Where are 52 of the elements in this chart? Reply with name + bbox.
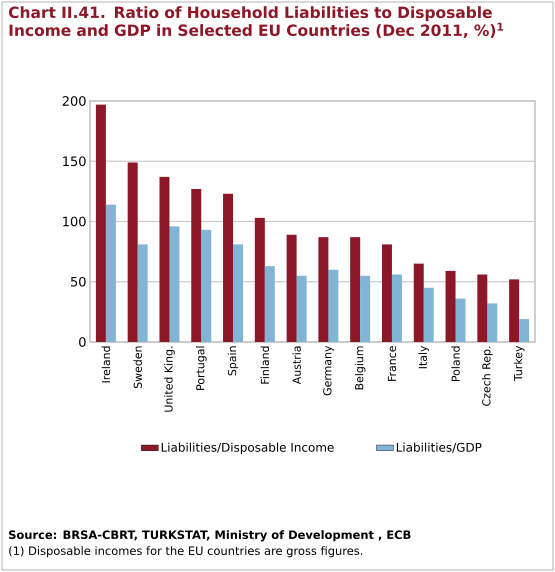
bar [264, 266, 275, 342]
bar [424, 288, 434, 342]
bar [254, 218, 265, 342]
x-tick-label: Poland [451, 346, 460, 382]
bar [138, 244, 148, 342]
text: Source: BRSA-CBRT, TURKSTAT, Ministry of Development , ECB [9, 530, 410, 542]
bar [223, 194, 234, 342]
text: (1) Disposable incomes for the EU countries are gross figures. [9, 546, 362, 558]
bar [191, 188, 202, 342]
x-tick-label: Czech Rep. [482, 346, 493, 406]
y-tick-label: 0 [79, 337, 86, 347]
x-tick-label: Austria [292, 346, 301, 384]
chart-title: Chart II.41. Ratio of Household Liabilities to Disposable Income and GDP in Selected EU Countries (Dec 2011, %)$^{1}$ [8, 6, 504, 38]
x-tick-label: Germany [323, 346, 334, 396]
bar [519, 319, 530, 342]
bar [392, 274, 402, 342]
x-tick-label: Finland [260, 346, 270, 384]
bar [328, 270, 338, 342]
bar [201, 230, 212, 342]
y-tick-label: 100 [63, 216, 86, 226]
bar [360, 276, 370, 342]
x-tick-label: United King. [164, 346, 175, 412]
x-tick-label: France [388, 346, 396, 381]
legend-label: Liabilities/Disposable Income [162, 442, 334, 454]
bar [382, 244, 392, 342]
x-tick-label: Sweden [133, 346, 142, 388]
bar [456, 298, 466, 342]
x-tick-label: Ireland [102, 346, 110, 382]
bar [350, 237, 360, 342]
bar [509, 279, 520, 342]
bar [159, 176, 170, 342]
bar [296, 276, 307, 342]
bar [286, 234, 297, 342]
bar [318, 237, 328, 342]
bar [169, 226, 180, 342]
bar [414, 264, 424, 342]
x-tick-label: Italy [418, 346, 430, 368]
y-tick-label: 150 [63, 156, 86, 166]
y-tick-label: 50 [71, 276, 86, 287]
bar [106, 204, 116, 342]
bar [128, 162, 138, 342]
x-tick-label: Portugal [196, 346, 207, 390]
x-tick-label: Belgium [354, 346, 366, 390]
bar [477, 274, 488, 342]
bar [233, 244, 244, 342]
bar [446, 270, 456, 342]
y-tick-label: 200 [62, 96, 86, 106]
legend-label: Liabilities/GDP [396, 442, 482, 453]
bar [487, 303, 498, 342]
x-tick-label: Spain [228, 346, 238, 376]
bar [96, 104, 106, 342]
x-tick-label: Turkey [514, 346, 524, 382]
